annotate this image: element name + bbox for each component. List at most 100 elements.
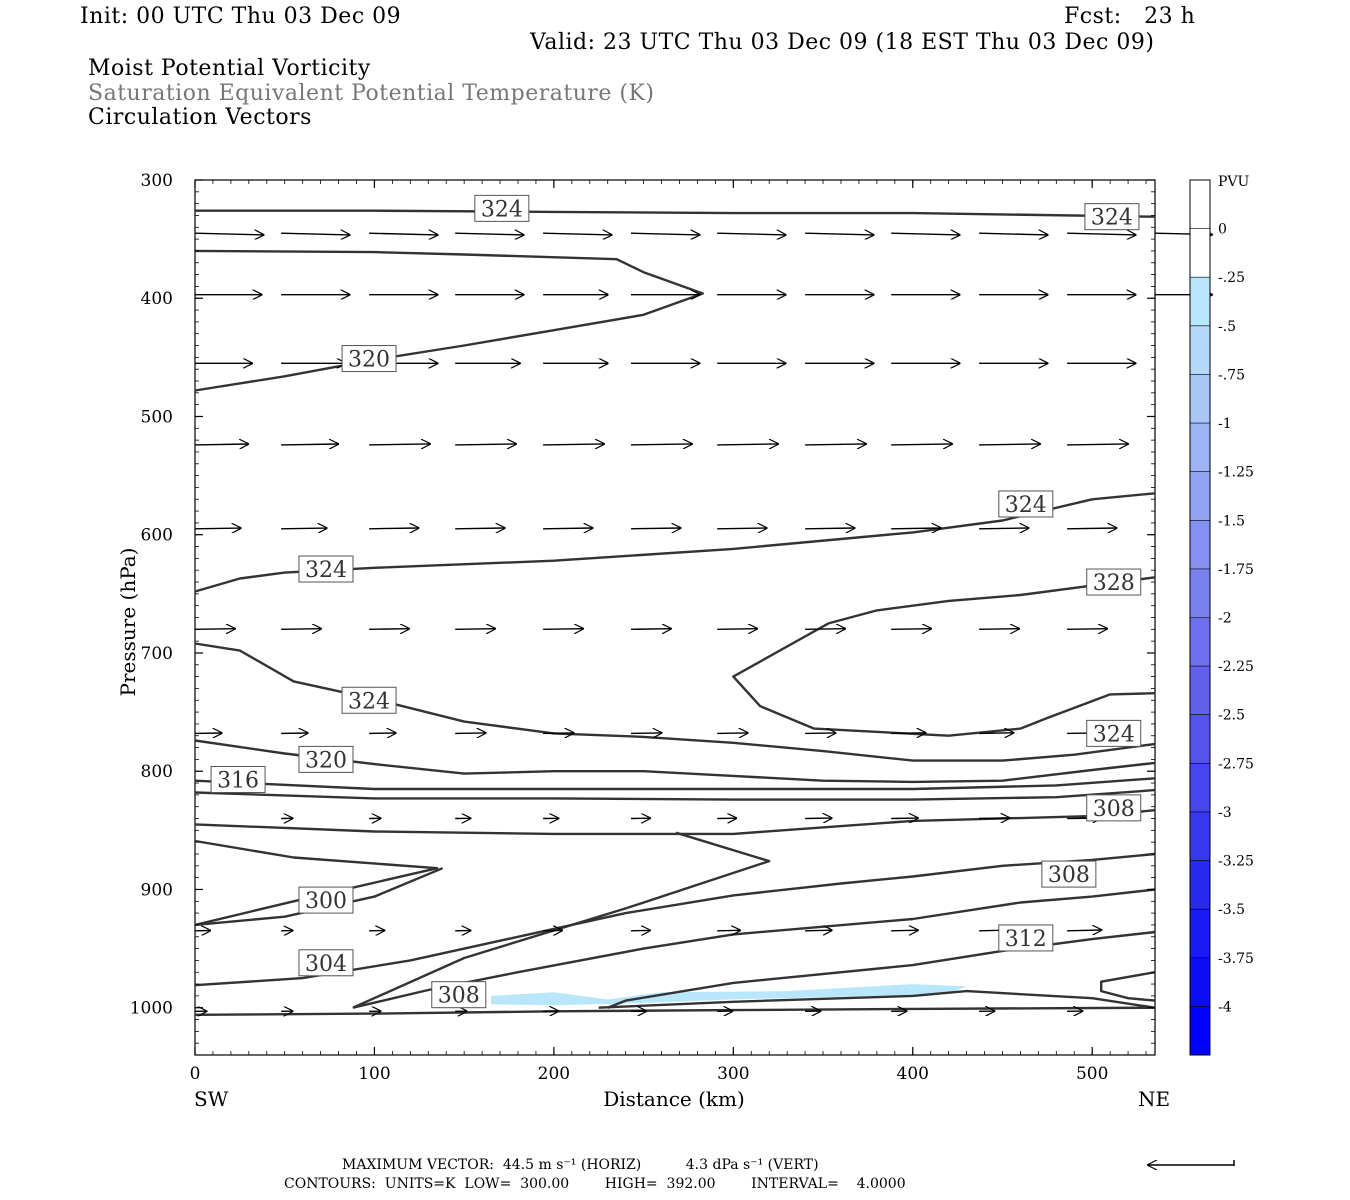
init-time: Init: 00 UTC Thu 03 Dec 09 (80, 4, 402, 29)
y-tick-label: 400 (141, 289, 173, 309)
contour-label-box (1086, 568, 1142, 596)
field-pv-title: Moist Potential Vorticity (88, 56, 371, 81)
contour-label-box (474, 194, 530, 222)
colorbar-swatch (1190, 860, 1210, 910)
theta-contour-316 (1099, 971, 1156, 1002)
vector-arrow (805, 629, 845, 630)
vector-arrow (543, 444, 604, 445)
contour-label: 304 (298, 949, 354, 977)
contour-label-text: 308 (438, 984, 480, 1009)
x-tick-label: 400 (897, 1064, 929, 1084)
contour-label: 312 (998, 924, 1054, 952)
vector-arrow (369, 629, 409, 630)
field-vectors-title: Circulation Vectors (88, 105, 312, 130)
vector-arrow (717, 930, 740, 931)
contour-label: 300 (298, 886, 354, 914)
contour-label-box (1041, 860, 1097, 888)
vector-arrow (979, 528, 1028, 529)
vector-arrow (717, 528, 766, 529)
colorbar-swatch (1190, 714, 1210, 764)
vector-arrow (1067, 528, 1116, 529)
colorbar-label: -4 (1218, 999, 1232, 1015)
contour-label-text: 324 (1093, 722, 1135, 747)
contour-label-box (1086, 719, 1142, 747)
contour-label-text: 316 (217, 768, 259, 793)
contour-label-box (341, 345, 397, 373)
y-tick-label: 600 (141, 526, 173, 546)
colorbar-label: -2 (1218, 611, 1232, 627)
colorbar-label: -1.5 (1218, 513, 1245, 529)
axes: 0 100 200 300 400 500 300 400 500 600 700 800 900 100… (130, 171, 1155, 1084)
contour-label: 324 (474, 194, 530, 222)
colorbar-label: -2.75 (1218, 756, 1254, 772)
max-vector-note: MAXIMUM VECTOR: 44.5 m s⁻¹ (HORIZ) 4.3 d… (342, 1157, 819, 1173)
y-tick-label: 500 (141, 407, 173, 427)
colorbar-swatch (1190, 471, 1210, 521)
colorbar-swatch (1190, 568, 1210, 618)
x-right-label: NE (1138, 1087, 1170, 1111)
pv-shading-layer (491, 984, 967, 1006)
contour-label-box (298, 745, 354, 773)
vector-arrow (805, 930, 832, 931)
contour-label-box (298, 886, 354, 914)
colorbar-label: -1 (1218, 416, 1232, 432)
vector-arrow (891, 930, 918, 931)
colorbar-swatch (1190, 277, 1210, 327)
contour-label-text: 320 (305, 748, 347, 773)
vector-arrow (891, 528, 940, 529)
vector-arrow (455, 233, 523, 235)
contour-label-box (1086, 794, 1142, 822)
contour-label-text: 300 (305, 889, 347, 914)
contour-label-box (341, 686, 397, 714)
contour-labels: 324 324 320 324 324 328 324 324 320 316 308 308 300 3… (210, 194, 1142, 1009)
vector-arrow (805, 528, 854, 529)
y-tick-label: 1000 (130, 999, 173, 1019)
y-tick-label: 700 (141, 644, 173, 664)
vector-arrow (455, 528, 504, 529)
colorbar-label: -1.25 (1218, 465, 1254, 481)
contour-label-box (210, 765, 266, 793)
field-theta-title: Saturation Equivalent Potential Temperat… (88, 81, 655, 106)
vector-arrow (281, 629, 321, 630)
vector-arrow (543, 528, 592, 529)
vector-arrow (891, 233, 959, 235)
x-tick-label: 500 (1076, 1064, 1108, 1084)
contour-label: 324 (298, 555, 354, 583)
theta-contour-324 (194, 642, 1156, 762)
valid-time: Valid: 23 UTC Thu 03 Dec 09 (18 EST Thu … (530, 30, 1155, 55)
contour-label: 316 (210, 765, 266, 793)
theta-contour-304 (194, 852, 1156, 987)
vector-arrow (194, 444, 248, 445)
contour-info-note: CONTOURS: UNITS=K LOW= 300.00 HIGH= 392.… (284, 1176, 906, 1192)
vector-arrow (891, 444, 952, 445)
colorbar-swatch (1190, 617, 1210, 667)
colorbar-swatch (1190, 180, 1210, 230)
vector-arrow (369, 233, 437, 235)
contour-label-box (998, 490, 1054, 518)
colorbar-label: -3 (1218, 805, 1232, 821)
x-tick-label: 0 (190, 1064, 201, 1084)
colorbar-label: -3.25 (1218, 854, 1254, 870)
reference-vector (1148, 1160, 1235, 1166)
vector-arrow (630, 629, 671, 630)
vector-arrow (717, 233, 785, 235)
y-axis-title: Pressure (hPa) (116, 548, 140, 697)
x-axis-title: Distance (km) (603, 1087, 745, 1111)
colorbar-swatch (1190, 811, 1210, 861)
colorbar-title: PVU (1218, 174, 1250, 190)
vector-arrow (891, 629, 931, 630)
colorbar-swatch (1190, 666, 1210, 716)
vector-arrow (194, 528, 241, 529)
contour-label-text: 320 (348, 348, 390, 373)
vector-arrow (717, 733, 747, 734)
contour-label: 324 (341, 686, 397, 714)
forecast-hour: Fcst: 23 h (1064, 4, 1196, 29)
vector-arrow (1067, 629, 1107, 630)
vector-arrow (717, 444, 778, 445)
vector-arrow (281, 444, 338, 445)
contour-label-text: 308 (1093, 797, 1135, 822)
vector-arrow (805, 233, 873, 235)
vector-arrow (194, 629, 235, 630)
vector-arrow (1067, 930, 1101, 931)
